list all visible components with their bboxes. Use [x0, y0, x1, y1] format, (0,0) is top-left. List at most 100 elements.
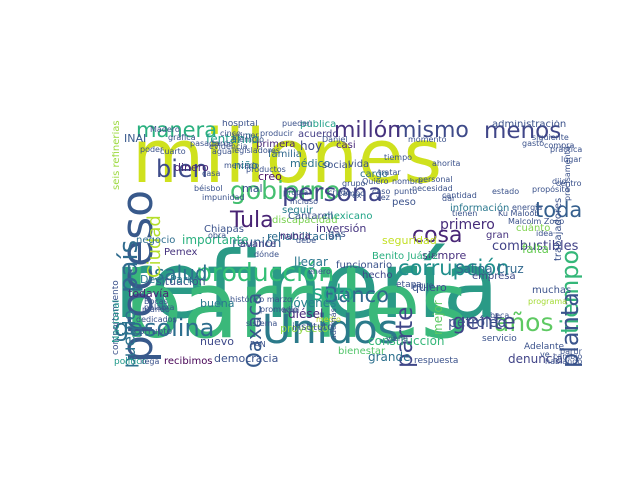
cloud-word: vez	[376, 193, 390, 202]
cloud-word: seis refinerías	[112, 120, 122, 190]
cloud-word: funcionario	[336, 260, 393, 271]
cloud-word: tratar	[378, 168, 401, 177]
cloud-word: sistema	[246, 319, 278, 328]
cloud-word: tienen	[452, 209, 478, 218]
cloud-word: gráfica	[168, 133, 196, 142]
cloud-word: dar	[442, 194, 456, 203]
cloud-word: Cantarell	[288, 211, 334, 222]
cloud-word: familia	[268, 149, 302, 160]
cloud-word: nuevo	[200, 335, 234, 348]
cloud-word: lugar	[561, 155, 582, 164]
cloud-word: cuánto	[516, 223, 551, 234]
cloud-word: avance	[240, 239, 277, 250]
cloud-word: personal	[418, 175, 453, 184]
cloud-word: viene	[386, 334, 408, 343]
cloud-word: histórico marzo	[230, 295, 292, 304]
cloud-word: programa	[528, 297, 568, 306]
cloud-word: estado	[492, 187, 520, 196]
cloud-word: sólo	[312, 281, 355, 305]
cloud-word: trabajadores	[553, 197, 564, 261]
cloud-word: Unidos	[262, 307, 399, 353]
cloud-word: práctica	[550, 145, 582, 154]
cloud-word: beca	[490, 311, 510, 320]
cloud-word: partir	[560, 347, 582, 356]
cloud-word: diésel	[288, 307, 324, 321]
cloud-word: millones	[132, 120, 443, 200]
cloud-word: hospital	[222, 120, 258, 129]
cloud-word: producción	[196, 258, 335, 287]
cloud-word: poder	[140, 145, 164, 154]
cloud-word: debe	[296, 236, 316, 245]
cloud-word: fentanilo	[206, 132, 259, 146]
cloud-word: evidencia	[209, 142, 248, 151]
cloud-word: hoy	[300, 139, 323, 153]
cloud-word: Ciudad	[144, 215, 165, 278]
cloud-word: vida	[348, 159, 370, 170]
cloud-word: casi	[336, 140, 356, 151]
cloud-word: agua	[212, 147, 232, 156]
cloud-word: combustibles	[492, 239, 579, 254]
cloud-word: cantidad	[442, 191, 477, 200]
cloud-word: etapa	[396, 280, 422, 290]
cloud-word: barriles	[124, 252, 469, 359]
cloud-word: campo	[338, 189, 366, 198]
cloud-word: PAN	[250, 340, 266, 349]
cloud-word: legisladores	[232, 146, 280, 155]
cloud-word: cuarto	[160, 147, 186, 156]
cloud-word: siguiente	[532, 133, 569, 142]
cloud-word: Adelante	[524, 342, 565, 352]
cloud-word: Madero	[150, 125, 180, 134]
word-cloud: refinería barriles millones Unidos proceso pr…	[112, 120, 582, 368]
cloud-word: respuesta	[414, 356, 459, 366]
cloud-word: negocio	[136, 235, 176, 246]
cloud-word: casa	[202, 169, 221, 178]
cloud-word: idea	[536, 229, 554, 238]
cloud-word: productos	[246, 165, 286, 174]
cloud-word: pasado	[190, 139, 220, 148]
cloud-word: punto	[394, 187, 418, 196]
cloud-word: político	[114, 357, 147, 367]
cloud-word: incluso	[290, 197, 319, 206]
cloud-word: años	[494, 308, 554, 337]
cloud-word: reunión	[232, 236, 282, 251]
cloud-word: inversión	[316, 222, 367, 235]
cloud-word: béisbol	[194, 184, 223, 193]
cloud-word: dedicados	[136, 315, 177, 324]
cloud-word: creo	[258, 170, 282, 183]
cloud-word: medio	[316, 315, 341, 324]
cloud-word: llegar	[294, 255, 328, 269]
cloud-word: necesidad	[412, 184, 453, 193]
cloud-word: construcción	[368, 334, 445, 348]
cloud-word: médico	[290, 157, 331, 170]
cloud-word: primero	[440, 217, 495, 233]
cloud-word: gobierno	[230, 176, 341, 205]
cloud-word: compra	[544, 141, 575, 150]
cloud-word: empresa	[472, 271, 516, 282]
cloud-word: mejor	[431, 300, 445, 335]
cloud-word: dinero	[174, 161, 209, 174]
cloud-word: siempre	[422, 249, 467, 262]
cloud-word: todavía	[128, 287, 170, 300]
cloud-word: caso	[372, 187, 391, 196]
cloud-word: peso	[392, 197, 416, 208]
cloud-word: persona	[282, 178, 384, 207]
cloud-word: Salina Cruz	[456, 262, 524, 276]
cloud-word: dónde	[254, 250, 280, 259]
cloud-word: propia	[283, 188, 309, 197]
cloud-word: Quiero	[362, 177, 389, 186]
cloud-word: buena	[200, 297, 235, 310]
cloud-word: enero	[308, 267, 331, 276]
cloud-word: menos	[484, 120, 562, 144]
cloud-word: democracia	[214, 352, 279, 365]
cloud-word: además	[329, 308, 338, 340]
cloud-word: grupo	[342, 179, 366, 188]
cloud-word: energía	[512, 203, 543, 212]
cloud-word: recibimos	[164, 356, 213, 367]
cloud-word: llega	[140, 357, 160, 366]
cloud-word: gas	[328, 229, 346, 240]
cloud-word: palabra	[144, 303, 175, 312]
cloud-word: cambio	[553, 352, 582, 361]
cloud-word: crudo	[328, 188, 351, 197]
cloud-word: manera	[136, 120, 218, 142]
cloud-word: gasolina	[114, 314, 215, 342]
